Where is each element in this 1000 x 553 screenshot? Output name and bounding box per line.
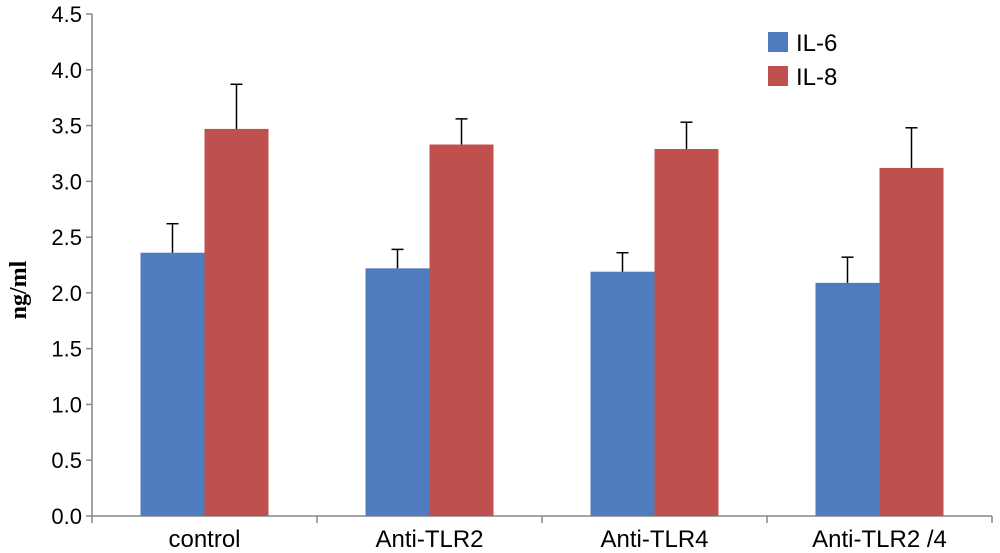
legend: IL-6 IL-8 bbox=[768, 30, 837, 91]
legend-label-il-8: IL-8 bbox=[796, 64, 837, 91]
x-tick-label: Anti-TLR2 bbox=[375, 526, 483, 553]
x-tick-label: Anti-TLR2 /4 bbox=[812, 526, 947, 553]
y-axis-title: ng/ml bbox=[6, 260, 32, 319]
y-tick-label: 0.5 bbox=[51, 448, 82, 473]
bar-il-8-3 bbox=[879, 167, 944, 517]
y-tick-label: 4.5 bbox=[51, 2, 82, 27]
y-tick-label: 1.0 bbox=[51, 392, 82, 417]
x-tick-label: control bbox=[168, 526, 240, 553]
y-tick-label: 2.5 bbox=[51, 225, 82, 250]
bar-il-8-1 bbox=[429, 144, 494, 516]
y-tick-label: 3.5 bbox=[51, 114, 82, 139]
legend-swatch-il-6 bbox=[768, 32, 788, 52]
bar-il-6-3 bbox=[815, 282, 880, 516]
y-tick-label: 4.0 bbox=[51, 58, 82, 83]
axes: 0.0 0.5 1.0 1.5 2.0 2.5 3.0 3.5 4.0 4.5 control Ant… bbox=[51, 2, 993, 553]
y-tick-label: 1.5 bbox=[51, 337, 82, 362]
y-tick-label: 2.0 bbox=[51, 281, 82, 306]
y-tick-label: 0.0 bbox=[51, 504, 82, 529]
error-bars bbox=[166, 83, 918, 283]
bar-il-8-0 bbox=[204, 128, 269, 516]
y-tick-label: 3.0 bbox=[51, 169, 82, 194]
legend-swatch-il-8 bbox=[768, 66, 788, 86]
bar-il-8-2 bbox=[654, 148, 719, 516]
bar-il-6-1 bbox=[365, 268, 430, 516]
x-tick-label: Anti-TLR4 bbox=[600, 526, 708, 553]
bar-il-6-2 bbox=[590, 271, 655, 516]
bars bbox=[140, 128, 944, 517]
bar-il-6-0 bbox=[140, 252, 205, 516]
legend-label-il-6: IL-6 bbox=[796, 30, 837, 57]
